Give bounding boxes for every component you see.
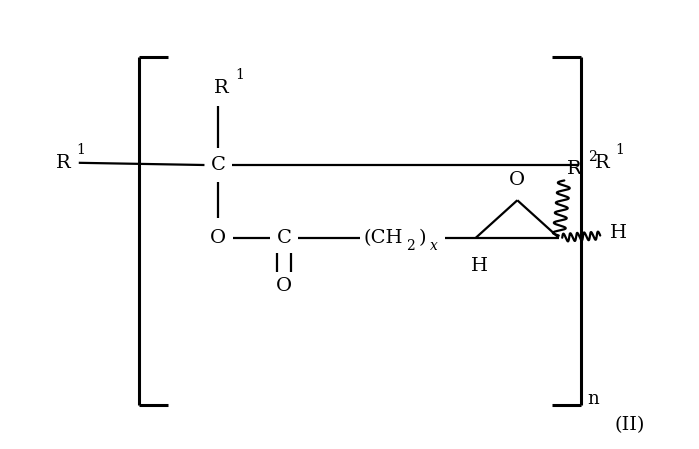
Text: 1: 1 [77, 144, 85, 158]
Text: R: R [567, 160, 582, 178]
Text: O: O [510, 172, 526, 189]
Text: 2: 2 [588, 150, 596, 164]
Text: C: C [276, 229, 291, 247]
Text: O: O [210, 229, 226, 247]
Text: x: x [430, 239, 438, 253]
Text: n: n [588, 390, 600, 408]
Text: R: R [56, 154, 71, 172]
Text: (CH: (CH [363, 229, 403, 247]
Text: H: H [471, 257, 488, 275]
Text: 1: 1 [615, 144, 624, 158]
Text: R: R [595, 154, 610, 172]
Text: (II): (II) [614, 416, 644, 434]
Text: 2: 2 [406, 239, 415, 253]
Text: O: O [276, 277, 292, 295]
Text: H: H [610, 224, 628, 242]
Text: R: R [213, 79, 228, 97]
Text: ): ) [419, 229, 426, 247]
Text: C: C [211, 156, 226, 174]
Text: 1: 1 [236, 68, 245, 82]
